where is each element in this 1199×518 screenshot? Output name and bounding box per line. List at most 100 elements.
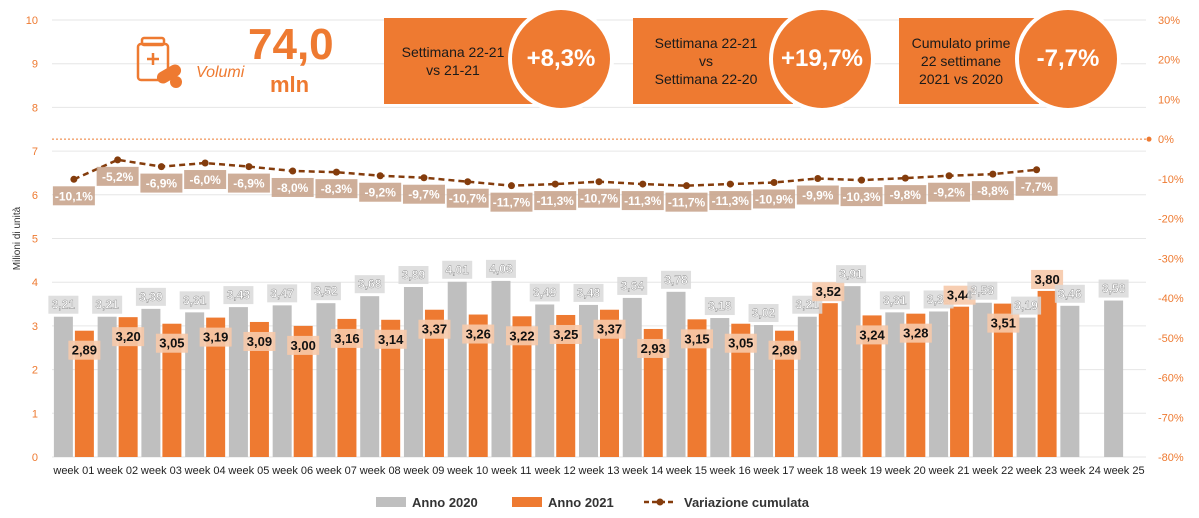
data-label-bg (573, 283, 604, 302)
data-label-2021: 3,24 (859, 327, 885, 342)
x-tick-label: week 23 (1015, 465, 1057, 477)
bar-anno-2020 (228, 307, 248, 457)
data-label-bg (748, 304, 779, 323)
data-label-variazione: -11,3% (712, 194, 750, 208)
variazione-point (901, 174, 909, 182)
y-tick-label: 4 (32, 277, 38, 289)
bar-anno-2021 (424, 309, 444, 457)
data-label-variazione: -11,7% (493, 196, 531, 210)
legend-swatch (512, 497, 542, 507)
data-label-bg (681, 329, 714, 349)
bar-anno-2021 (1037, 290, 1057, 457)
data-label-2020: 3,19 (1014, 299, 1038, 313)
kpi-text-line: Cumulato prime (911, 35, 1011, 51)
x-tick-label: week 11 (490, 465, 531, 477)
data-label-bg (505, 326, 538, 346)
data-label-2020: 3,43 (227, 288, 251, 302)
data-label-2020: 3,02 (752, 306, 776, 320)
data-label-bg (359, 182, 402, 202)
y2-tick-label: 0% (1158, 134, 1174, 146)
data-label-bg (485, 259, 516, 278)
data-label-bg (442, 260, 473, 279)
data-label-bg (724, 333, 757, 353)
data-label-bg (446, 188, 489, 208)
variazione-point (1033, 166, 1041, 174)
data-label-variazione: -10,7% (580, 192, 618, 206)
x-tick-label: week 12 (534, 465, 576, 477)
bar-anno-2021 (337, 318, 357, 457)
variazione-point (157, 163, 165, 171)
data-label-2021: 3,28 (903, 326, 928, 341)
kpi-text-line: 2021 vs 2020 (918, 71, 1004, 87)
data-label-bg (768, 340, 801, 360)
variazione-point (770, 178, 778, 186)
data-label-bg (856, 325, 889, 345)
y2-tick-label: -70% (1158, 412, 1184, 424)
data-label-variazione: -11,7% (668, 196, 706, 210)
data-label-2021: 3,20 (115, 329, 140, 344)
variazione-point (289, 167, 297, 175)
data-label-2020: 3,58 (1102, 282, 1126, 296)
bar-anno-2020 (622, 297, 642, 457)
data-label-bg (661, 270, 692, 289)
data-label-2021: 3,44 (947, 288, 973, 303)
bar-anno-2020 (185, 312, 205, 457)
data-label-2021: 3,16 (334, 331, 359, 346)
data-label-2020: 3,78 (664, 273, 688, 287)
legend-label: Variazione cumulata (684, 495, 810, 510)
data-label-bg (621, 191, 664, 211)
data-label-bg (398, 266, 429, 285)
data-label-variazione: -6,9% (233, 177, 265, 191)
y2-tick-label: -80% (1158, 452, 1184, 464)
bar-anno-2020 (797, 316, 817, 457)
data-label-2021: 2,89 (72, 343, 97, 358)
bar-anno-2020 (710, 318, 730, 457)
data-label-variazione: -11,3% (537, 194, 575, 208)
bar-anno-2021 (293, 325, 313, 457)
data-label-bg (899, 323, 932, 343)
data-label-2020: 3,49 (533, 285, 557, 299)
y-tick-label: 5 (32, 234, 38, 246)
zero-reference-marker (1146, 136, 1152, 142)
y-tick-label: 9 (32, 59, 38, 71)
data-label-bg (92, 295, 123, 314)
x-tick-label: week 18 (796, 465, 838, 477)
x-tick-label: week 01 (52, 465, 94, 477)
data-label-2021: 3,14 (378, 332, 404, 347)
y-tick-label: 1 (32, 408, 38, 420)
kpi-text-line: Settimana 22-21 (654, 35, 758, 51)
y-tick-label: 7 (32, 146, 38, 158)
data-label-2021: 3,52 (816, 284, 841, 299)
data-label-bg (796, 185, 839, 205)
variazione-point (683, 182, 691, 190)
x-tick-label: week 16 (709, 465, 751, 477)
data-label-bg (665, 192, 708, 212)
variazione-point (376, 172, 384, 180)
bar-anno-2021 (862, 315, 882, 457)
y2-tick-label: 20% (1158, 55, 1180, 67)
x-tick-label: week 24 (1059, 465, 1101, 477)
data-label-bg (96, 166, 139, 186)
bar-anno-2021 (818, 303, 838, 457)
y-axis-title: Milioni di unità (12, 206, 23, 270)
kpi-value: +19,7% (769, 6, 875, 112)
data-label-bg (1031, 269, 1064, 289)
data-label-2020: 3,89 (402, 268, 426, 282)
data-label-2020: 3,31 (883, 293, 907, 307)
x-tick-label: week 05 (227, 465, 269, 477)
data-label-bg (330, 328, 363, 348)
data-label-variazione: -9,2% (933, 186, 965, 200)
x-tick-label: week 06 (271, 465, 313, 477)
bar-anno-2020 (272, 305, 292, 457)
x-tick-label: week 22 (971, 465, 1013, 477)
data-label-2020: 3,48 (577, 286, 601, 300)
bar-anno-2020 (579, 304, 598, 457)
kpi-text-line: vs 21-21 (426, 62, 480, 78)
bar-anno-2020 (1104, 300, 1124, 457)
variazione-point (639, 180, 647, 188)
data-label-2020: 3,31 (183, 293, 207, 307)
data-label-bg (271, 177, 314, 197)
kpi-text-line: Settimana 22-20 (654, 71, 758, 87)
kpi-weekly-vs-2020: Settimana 22-21 vs Settimana 22-20 +19,7% (633, 6, 875, 112)
y2-tick-label: 30% (1158, 15, 1180, 27)
